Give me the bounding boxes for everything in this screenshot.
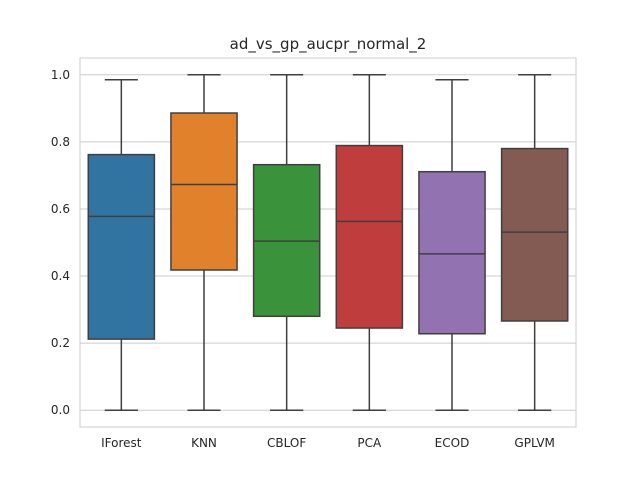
box-ecod <box>418 79 486 411</box>
x-tick-label: KNN <box>191 436 217 450</box>
box-knn <box>170 74 238 411</box>
x-tick-label: CBLOF <box>267 436 306 450</box>
box-cblof <box>252 74 321 411</box>
iqr-box <box>418 170 486 335</box>
plot-area <box>79 57 577 428</box>
y-tick-label: 0.8 <box>51 135 70 149</box>
iqr-box <box>87 153 156 340</box>
chart-title: ad_vs_gp_aucpr_normal_2 <box>230 35 427 54</box>
x-tick-label: PCA <box>357 436 382 450</box>
y-tick-label: 0.6 <box>51 202 70 216</box>
y-tick-label: 0.4 <box>51 269 70 283</box>
grid-lines <box>80 74 576 411</box>
x-tick-label: GPLVM <box>514 436 554 450</box>
y-tick-label: 0.0 <box>51 403 70 417</box>
box-series <box>87 74 569 411</box>
x-axis-ticks: IForest KNN CBLOF PCA ECOD GPLVM <box>101 436 555 450</box>
box-gplvm <box>500 74 569 411</box>
y-tick-label: 0.2 <box>51 336 70 350</box>
iqr-box <box>170 112 238 271</box>
iqr-box <box>335 144 404 329</box>
iqr-box <box>500 147 569 322</box>
box-pca <box>335 74 404 411</box>
y-tick-label: 1.0 <box>51 68 70 82</box>
x-tick-label: IForest <box>101 436 142 450</box>
y-axis-ticks: 0.0 0.2 0.4 0.6 0.8 1.0 <box>51 68 70 417</box>
x-tick-label: ECOD <box>435 436 470 450</box>
box-iforest <box>87 79 156 411</box>
